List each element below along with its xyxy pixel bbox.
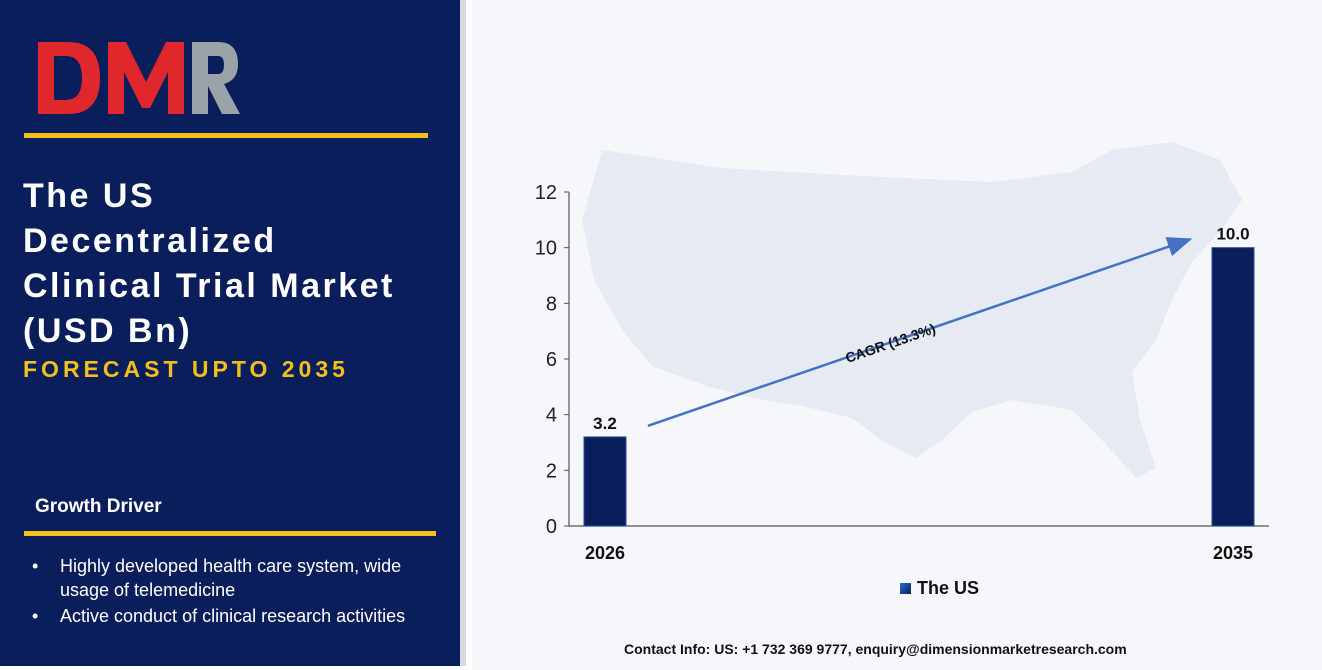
list-item-text: Active conduct of clinical research acti… bbox=[60, 606, 406, 626]
legend-label: The US bbox=[917, 578, 980, 598]
growth-driver-divider bbox=[24, 531, 436, 536]
us-map-background bbox=[582, 142, 1242, 478]
growth-driver-heading: Growth Driver bbox=[35, 496, 162, 517]
y-tick-label: 10 bbox=[535, 238, 557, 260]
cagr-arrow bbox=[647, 237, 1193, 427]
y-tick-label: 2 bbox=[546, 460, 557, 482]
y-tick-label: 4 bbox=[546, 405, 557, 427]
left-panel: The US Decentralized Clinical Trial Mark… bbox=[0, 0, 466, 666]
x-tick-label: 2026 bbox=[585, 543, 625, 563]
bar bbox=[583, 436, 627, 527]
y-tick-label: 8 bbox=[546, 293, 557, 315]
chart-legend: The US bbox=[900, 578, 979, 599]
growth-driver-list: • Highly developed health care system, wi… bbox=[32, 554, 452, 630]
title-line: Decentralized bbox=[23, 222, 277, 260]
list-item-text: Highly developed health care system, wid… bbox=[60, 556, 402, 600]
data-label: 3.2 bbox=[593, 414, 617, 433]
y-tick-label: 12 bbox=[535, 182, 557, 204]
bullet-icon: • bbox=[32, 556, 39, 576]
list-item: • Highly developed health care system, wi… bbox=[32, 554, 452, 602]
page-title: The US Decentralized Clinical Trial Mark… bbox=[23, 174, 453, 354]
bullet-icon: • bbox=[32, 606, 39, 626]
page-subtitle: FORECAST UPTO 2035 bbox=[23, 356, 349, 382]
logo-letter-r bbox=[192, 42, 240, 114]
dmr-logo bbox=[38, 42, 240, 114]
chart-panel: 0 2 4 6 8 10 12 3.2 2026 10.0 2035 CAGR (13.3%) T… bbox=[472, 0, 1322, 670]
data-label: 10.0 bbox=[1216, 225, 1249, 244]
legend-swatch bbox=[900, 583, 911, 594]
y-tick-label: 0 bbox=[546, 516, 557, 538]
contact-info: Contact Info: US: +1 732 369 9777, enqui… bbox=[624, 641, 1127, 657]
bar bbox=[1211, 247, 1255, 527]
logo-letter-m bbox=[108, 42, 184, 114]
list-item: • Active conduct of clinical research act… bbox=[32, 604, 452, 628]
title-line: (USD Bn) bbox=[23, 312, 193, 350]
logo-divider bbox=[24, 133, 428, 138]
logo-letter-d bbox=[38, 42, 100, 114]
title-line: Clinical Trial Market bbox=[23, 267, 395, 305]
y-tick-label: 6 bbox=[546, 349, 557, 371]
title-line: The US bbox=[23, 177, 156, 215]
x-tick-label: 2035 bbox=[1213, 543, 1253, 563]
